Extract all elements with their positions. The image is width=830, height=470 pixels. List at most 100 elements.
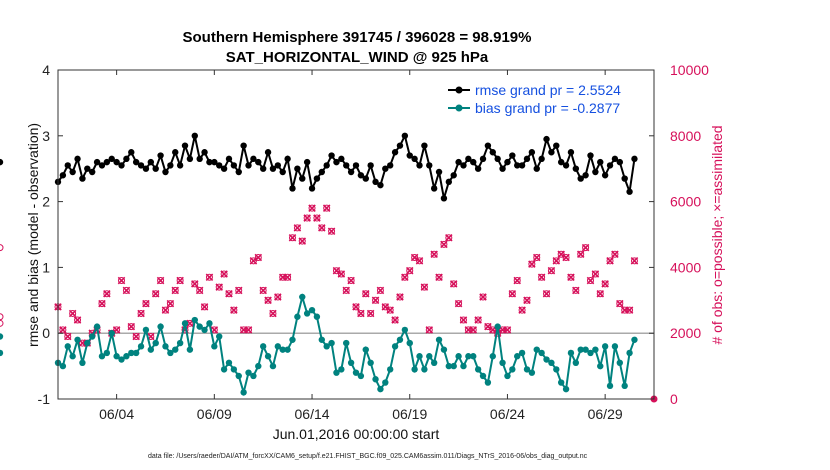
obs-assimilated-marker [254,253,263,262]
obs-possible-marker [288,234,296,242]
bias-point [157,323,164,330]
obs-possible-marker [626,306,634,314]
bias-point [606,382,614,390]
rmse-point [528,149,536,156]
bias-point [167,349,174,357]
rmse-point [582,172,589,179]
rmse-point [308,185,316,192]
bias-point [259,343,267,350]
obs-assimilated-marker [269,309,277,318]
obs-count-point [562,253,570,262]
obs-possible-marker [391,316,399,324]
obs-possible-marker [611,250,619,258]
y-tick-label: -1 [38,391,51,407]
rmse-point [386,162,394,169]
obs-assimilated-marker [259,286,267,295]
obs-count-point [283,273,292,282]
obs-count-point [625,306,634,314]
obs-assimilated-marker [630,257,639,265]
bias-point [128,349,135,357]
bias-point [352,369,360,376]
rmse-point [69,168,76,176]
obs-possible-marker [469,326,477,334]
bias-point [216,333,223,340]
rmse-point [108,155,115,163]
obs-assimilated-marker [435,273,443,282]
rmse-point [216,162,223,169]
obs-assimilated-marker [342,286,350,295]
obs-assimilated-marker [352,303,360,311]
bias-point [84,339,91,347]
obs-assimilated-marker [518,306,526,314]
y-tick-label: 3 [42,128,50,144]
obs-possible-marker [386,306,394,314]
bias-point [240,389,247,396]
legend-rmse-label: rmse grand pr = 2.5524 [475,82,621,98]
obs-assimilated-marker [137,309,145,318]
obs-count-point [347,276,355,285]
bias-point [367,359,374,367]
rmse-point [103,158,111,166]
obs-count-point [523,296,531,305]
obs-possible-marker [562,254,570,262]
obs-possible-marker [455,300,463,308]
obs-possible-marker [284,273,292,281]
bias-point [357,372,365,380]
obs-count-point [528,260,536,268]
rmse-point [504,158,511,166]
obs-count-point [430,250,438,259]
obs-assimilated-marker [264,296,272,305]
bias-point [426,353,433,360]
obs-possible-marker [235,286,243,294]
bias-point [338,366,345,373]
rmse-point [474,165,482,172]
obs-count-point [386,306,394,314]
obs-count-point [454,299,463,308]
rmse-point [147,158,155,166]
bias-point [557,379,565,386]
bias-point [347,359,355,367]
rmse-point [201,149,208,156]
y-right-tick-label: 8000 [670,128,701,144]
bias-point [391,343,399,350]
obs-assimilated-marker [230,306,238,314]
obs-possible-marker [362,290,370,298]
bias-point [489,353,496,360]
bias-point [294,313,301,320]
obs-assimilated-marker [581,243,590,252]
rmse-point [611,155,619,163]
rmse-point [391,149,399,156]
obs-possible-marker [293,224,301,232]
y-tick-label: 1 [42,259,50,275]
rmse-point [235,168,242,176]
bias-point [631,336,638,343]
obs-count-point [503,326,512,334]
rmse-point [250,155,257,163]
obs-count-point [513,276,521,285]
y-axis-label: rmse and bias (model - observation) [25,123,41,347]
obs-count-point [342,286,350,295]
obs-possible-marker [435,273,443,281]
obs-assimilated-marker [298,237,307,245]
obs-possible-marker [103,290,111,298]
rmse-point [401,132,409,139]
obs-possible-marker [176,277,184,285]
rmse-point [577,175,584,182]
obs-count-point [230,306,238,314]
obs-assimilated-marker [176,276,184,285]
bias-point [211,343,218,350]
legend-bias-marker [455,104,463,112]
rmse-point [484,142,492,149]
obs-count-point [122,286,131,295]
rmse-point [538,155,545,163]
bias-point [59,362,67,370]
bias-point [152,339,159,347]
rmse-point [514,162,521,169]
obs-count-point [420,283,429,291]
obs-assimilated-marker [479,293,487,301]
bias-point [445,362,453,370]
rmse-point [167,162,174,169]
obs-assimilated-marker [376,286,385,295]
obs-count-point [0,314,4,321]
obs-count-point [449,280,458,288]
